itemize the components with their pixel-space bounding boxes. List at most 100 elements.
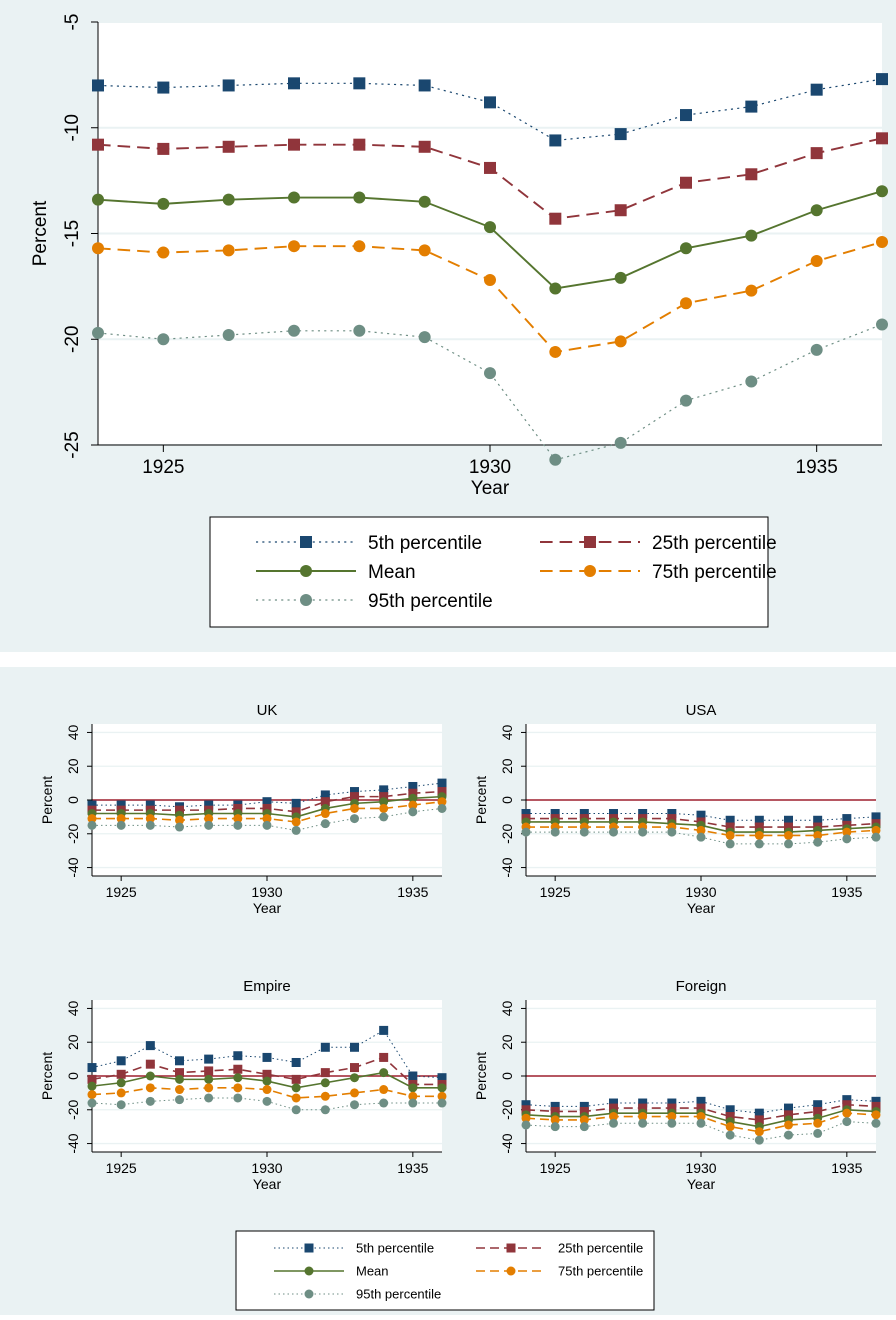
usa-p5-point xyxy=(725,815,735,825)
empire-series-p75 xyxy=(87,1083,447,1103)
foreign-p5-point xyxy=(667,1098,677,1108)
usa-p75-point xyxy=(842,827,852,837)
foreign-p75-point xyxy=(696,1112,706,1122)
foreign-p95-point xyxy=(521,1120,531,1130)
uk-mean-point xyxy=(379,797,389,807)
top-legend-marker-p5 xyxy=(300,536,312,548)
foreign-x-tick-label: 1925 xyxy=(540,1160,571,1176)
empire-p75-point xyxy=(145,1083,155,1093)
overall-y-tick-label: -25 xyxy=(62,431,83,458)
uk-p5-point xyxy=(87,800,97,810)
overall-chart-svg: -25 -20 -15 -10 -5 1925 1930 1935 Year Percent 5th… xyxy=(30,14,888,628)
empire-p95-point xyxy=(175,1095,184,1105)
empire-p25-point xyxy=(379,1052,389,1062)
overall-p5-point xyxy=(418,79,431,92)
empire-mean-point xyxy=(116,1078,126,1088)
empire-y-tick-label: 40 xyxy=(65,1000,81,1016)
empire-p25-point xyxy=(350,1063,359,1073)
usa-x-axis-label: Year xyxy=(687,900,716,916)
foreign-p95-point xyxy=(609,1118,618,1128)
overall-p75-point xyxy=(614,335,627,348)
empire-p5-point xyxy=(320,1042,330,1052)
empire-p5-point xyxy=(175,1056,184,1066)
usa-p95-point xyxy=(871,832,881,842)
usa-x-tick-label: 1935 xyxy=(831,884,862,900)
foreign-p25-point xyxy=(696,1103,706,1113)
overall-p95-point xyxy=(614,436,627,449)
foreign-x-tick-label: 1930 xyxy=(685,1160,716,1176)
overall-p95-point xyxy=(810,343,823,356)
empire-x-axis-label: Year xyxy=(253,1176,282,1192)
empire-p5-point xyxy=(145,1041,155,1051)
usa-y-axis-label: Percent xyxy=(473,776,489,824)
usa-p25-point xyxy=(754,822,764,832)
uk-p5-point xyxy=(437,778,447,788)
uk-p75-point xyxy=(175,815,184,825)
usa-p5-point xyxy=(842,814,852,824)
empire-y-axis-label: Percent xyxy=(39,1052,55,1100)
empire-p95-point xyxy=(437,1098,447,1108)
foreign-y-tick-label: 40 xyxy=(499,1000,515,1016)
top-legend-label-p5: 5th percentile xyxy=(368,533,482,554)
uk-p5-point xyxy=(145,800,155,810)
top-legend-label-p75: 75th percentile xyxy=(652,562,777,583)
empire-series-mean xyxy=(87,1068,447,1093)
overall-p5-point xyxy=(614,128,627,141)
uk-y-axis-label: Percent xyxy=(39,776,55,824)
overall-mean-point xyxy=(418,195,431,208)
uk-title: UK xyxy=(257,702,278,719)
usa-p95-point xyxy=(667,827,677,837)
foreign-p95-point xyxy=(754,1135,764,1145)
foreign-p25-point xyxy=(725,1112,735,1122)
usa-p5-point xyxy=(784,815,793,825)
usa-p5-point xyxy=(871,812,881,822)
overall-mean-point xyxy=(92,193,104,206)
empire-mean-point xyxy=(262,1076,272,1086)
empire-p95-point xyxy=(350,1100,359,1110)
bottom-legend-marker-p95 xyxy=(304,1289,314,1299)
empire-p25-point xyxy=(204,1066,214,1076)
foreign-y-tick-label: -20 xyxy=(499,1099,515,1119)
overall-p95-point xyxy=(680,394,692,407)
foreign-p25-point xyxy=(667,1103,677,1113)
empire-mean-point xyxy=(87,1081,97,1091)
uk-p75-point xyxy=(204,814,214,824)
foreign-p25-point xyxy=(842,1100,852,1110)
uk-p75-point xyxy=(437,797,447,807)
uk-p95-point xyxy=(262,820,272,830)
usa-p5-point xyxy=(638,809,648,819)
empire-mean-point xyxy=(233,1073,243,1083)
uk-y-tick-label: -20 xyxy=(65,823,81,843)
uk-p25-point xyxy=(379,792,389,802)
foreign-p5-point xyxy=(638,1098,648,1108)
uk-y-tick-label: 40 xyxy=(65,724,81,740)
bottom-legend-label-p25: 25th percentile xyxy=(558,1241,643,1256)
uk-p5-point xyxy=(408,781,418,791)
foreign-p25-point xyxy=(871,1101,881,1111)
foreign-p75-point xyxy=(754,1127,764,1137)
foreign-p5-point xyxy=(754,1108,764,1118)
usa-p75-point xyxy=(813,830,823,840)
usa-chart: -40 -20 0 20 40 1925 1930 1935 USA Year Percent xyxy=(473,702,881,916)
overall-p95-point xyxy=(418,331,431,344)
foreign-series-p75 xyxy=(521,1108,881,1137)
overall-p5-point xyxy=(810,83,823,96)
foreign-x-tick-label: 1935 xyxy=(831,1160,862,1176)
foreign-y-axis-label: Percent xyxy=(473,1052,489,1100)
foreign-y-tick-label: 0 xyxy=(499,1072,515,1080)
uk-p5-point xyxy=(204,800,214,810)
foreign-p95-point xyxy=(550,1122,560,1132)
usa-p75-point xyxy=(784,830,793,840)
overall-p75-point xyxy=(157,246,170,259)
empire-p5-point xyxy=(233,1051,243,1061)
overall-series-p95 xyxy=(92,318,888,466)
foreign-series-p25 xyxy=(521,1100,881,1125)
overall-mean-point xyxy=(876,185,888,198)
uk-p25-point xyxy=(175,805,184,815)
bottom-legend-label-mean: Mean xyxy=(356,1264,389,1279)
foreign-p75-point xyxy=(725,1122,735,1132)
uk-series-p95 xyxy=(87,803,447,835)
usa-p95-point xyxy=(609,827,618,837)
usa-p95-point xyxy=(813,837,823,847)
